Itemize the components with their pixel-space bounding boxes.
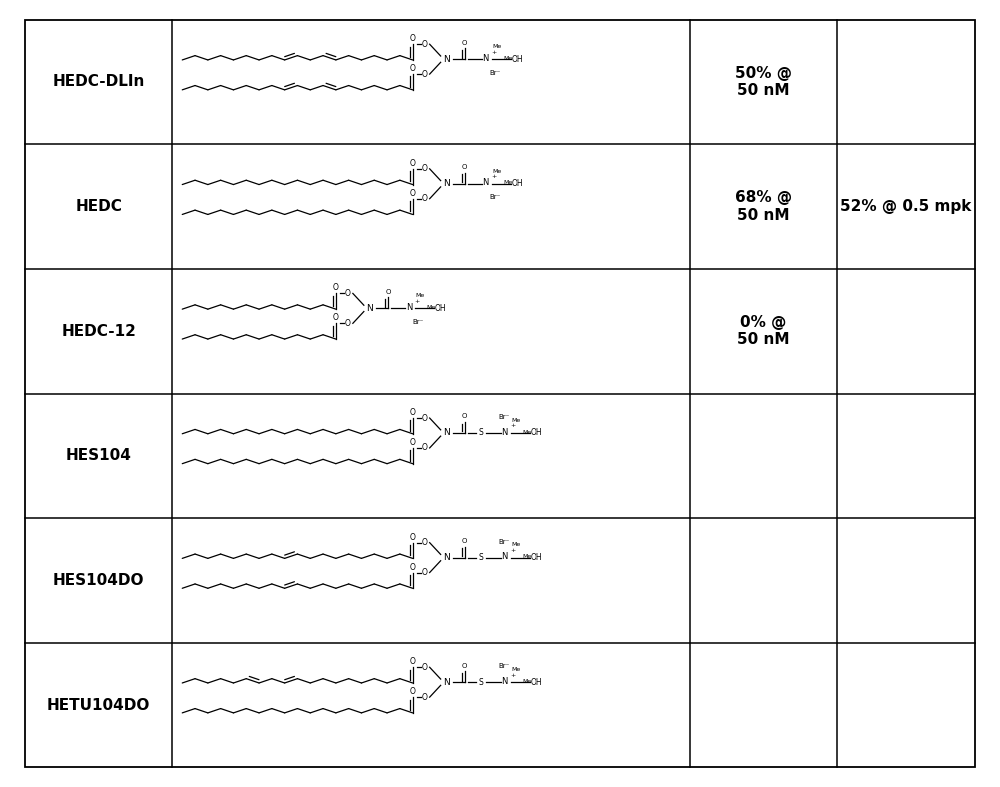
Text: O: O [422, 693, 428, 702]
Text: Me: Me [523, 679, 532, 684]
Text: O: O [422, 194, 428, 203]
Text: O: O [462, 39, 467, 46]
Text: N: N [406, 303, 412, 312]
Text: S: S [478, 428, 483, 438]
Text: 0% @
50 nM: 0% @ 50 nM [737, 315, 790, 347]
Text: O: O [462, 413, 467, 419]
Text: 52% @ 0.5 mpk: 52% @ 0.5 mpk [840, 199, 972, 214]
Text: Br⁻: Br⁻ [498, 539, 509, 545]
Text: O: O [422, 69, 428, 79]
Text: +: + [491, 50, 496, 54]
Text: N: N [501, 677, 508, 686]
Text: N: N [443, 428, 450, 438]
Text: Br⁻: Br⁻ [489, 69, 500, 76]
Text: Br⁻: Br⁻ [489, 194, 500, 200]
Text: N: N [443, 553, 450, 562]
Text: HEDC-12: HEDC-12 [61, 323, 136, 338]
Text: O: O [462, 663, 467, 669]
Text: +: + [510, 423, 515, 428]
Text: O: O [422, 538, 428, 547]
Text: Me: Me [504, 180, 513, 186]
Text: N: N [482, 54, 489, 63]
Text: +: + [510, 548, 515, 553]
Text: Me: Me [492, 44, 501, 49]
Text: O: O [410, 189, 416, 198]
Text: O: O [410, 563, 416, 571]
Text: O: O [345, 289, 351, 298]
Text: N: N [366, 304, 373, 313]
Text: O: O [422, 413, 428, 423]
Text: O: O [422, 443, 428, 453]
Text: N: N [443, 179, 450, 188]
Text: Me: Me [511, 418, 520, 423]
Text: Br⁻: Br⁻ [412, 319, 424, 325]
Text: OH: OH [531, 678, 542, 687]
Text: O: O [410, 687, 416, 696]
Text: O: O [410, 159, 416, 168]
Text: 68% @
50 nM: 68% @ 50 nM [735, 190, 792, 223]
Text: Br⁻: Br⁻ [498, 414, 509, 420]
Text: 50% @
50 nM: 50% @ 50 nM [735, 66, 792, 98]
Text: HES104DO: HES104DO [53, 573, 144, 588]
Text: Me: Me [492, 168, 501, 174]
Text: O: O [422, 39, 428, 49]
Text: O: O [410, 438, 416, 447]
Text: O: O [422, 663, 428, 672]
Text: S: S [478, 553, 483, 562]
Text: OH: OH [531, 553, 542, 562]
Text: HEDC: HEDC [75, 199, 122, 214]
Text: +: + [414, 299, 419, 304]
Text: Br⁻: Br⁻ [498, 663, 509, 670]
Text: Me: Me [415, 294, 424, 298]
Text: Me: Me [511, 667, 520, 672]
Text: +: + [510, 673, 515, 678]
Text: Me: Me [427, 305, 436, 310]
Text: OH: OH [435, 304, 446, 313]
Text: O: O [422, 164, 428, 173]
Text: O: O [462, 164, 467, 170]
Text: HEDC-DLIn: HEDC-DLIn [52, 75, 145, 90]
Text: HETU104DO: HETU104DO [47, 697, 150, 712]
Text: O: O [410, 657, 416, 667]
Text: N: N [501, 552, 508, 561]
Text: O: O [422, 568, 428, 577]
Text: O: O [333, 313, 339, 323]
Text: O: O [333, 283, 339, 293]
Text: OH: OH [512, 54, 523, 64]
Text: Me: Me [523, 430, 532, 434]
Text: N: N [482, 179, 489, 187]
Text: O: O [345, 319, 351, 328]
Text: O: O [410, 34, 416, 43]
Text: Me: Me [523, 554, 532, 560]
Text: OH: OH [512, 179, 523, 188]
Text: N: N [443, 678, 450, 687]
Text: O: O [462, 538, 467, 544]
Text: S: S [478, 678, 483, 687]
Text: O: O [410, 408, 416, 417]
Text: OH: OH [531, 428, 542, 438]
Text: Me: Me [511, 542, 520, 548]
Text: Me: Me [504, 56, 513, 61]
Text: O: O [410, 64, 416, 73]
Text: N: N [443, 54, 450, 64]
Text: O: O [385, 289, 391, 295]
Text: +: + [491, 174, 496, 179]
Text: N: N [501, 427, 508, 437]
Text: O: O [410, 533, 416, 541]
Text: HES104: HES104 [66, 449, 132, 464]
